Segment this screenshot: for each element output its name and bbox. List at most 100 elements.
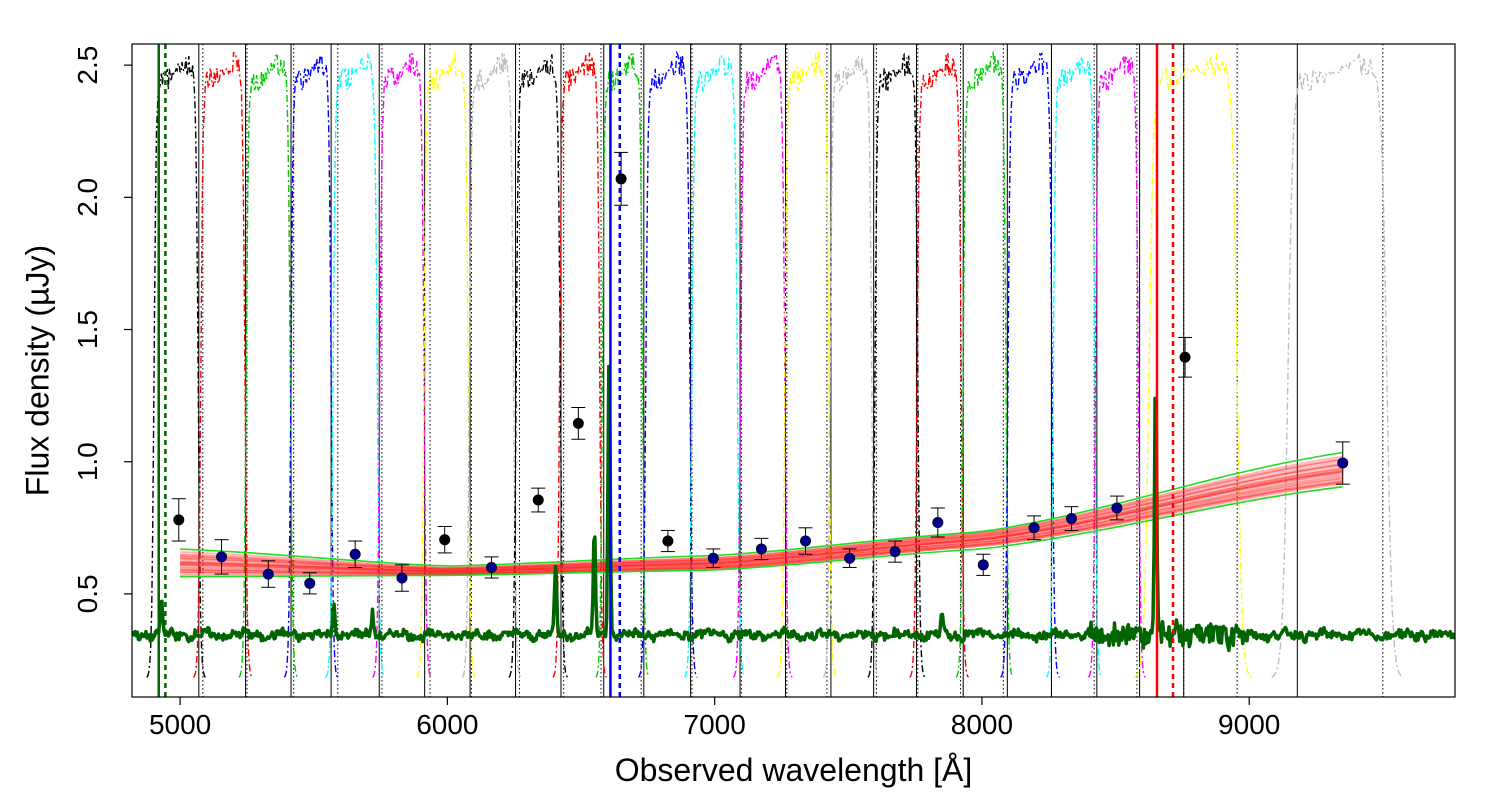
filter-curve	[461, 52, 522, 678]
observed-photometry-point	[1179, 351, 1191, 363]
fit-sample-curve	[180, 480, 1343, 575]
model-photometry-point	[396, 573, 407, 584]
fit-sample-curve	[180, 476, 1343, 574]
fit-sample-curve	[180, 471, 1343, 574]
fit-sample-curve	[180, 482, 1343, 575]
model-photometry-point	[978, 559, 989, 570]
model-photometry-point	[216, 551, 227, 562]
x-tick-label: 9000	[1218, 709, 1280, 740]
observed-photometry-point	[615, 173, 627, 185]
plot-frame	[131, 43, 1456, 698]
model-photometry-point	[756, 543, 767, 554]
fit-sample-curve	[180, 479, 1343, 576]
fit-sample-curve	[180, 474, 1343, 575]
y-tick-label: 1.5	[72, 310, 103, 349]
filter-curve	[732, 54, 793, 678]
filter-curve	[283, 55, 339, 678]
fit-sample-curve	[180, 475, 1343, 575]
fit-sample-curve	[180, 479, 1343, 575]
filter-curve	[192, 51, 253, 678]
fit-sample-curve	[180, 477, 1343, 573]
x-axis-title: Observed wavelength [Å]	[615, 752, 973, 788]
observed-photometry-point	[439, 534, 451, 546]
spectrum	[132, 364, 1455, 653]
fit-sample-curve	[180, 477, 1343, 574]
fit-sample-curve	[180, 477, 1343, 575]
fit-sample-curve	[180, 480, 1343, 575]
model-photometry-point	[1066, 513, 1077, 524]
axes: 5000 6000 7000 8000 9000 0.5 1.0 1.5 2.0 2.5	[72, 46, 1280, 740]
x-tick-label: 5000	[149, 709, 211, 740]
filter-curve	[1000, 52, 1060, 678]
model-photometry-point	[263, 569, 274, 580]
photometry-points	[171, 151, 1350, 595]
filter-curve	[325, 52, 386, 678]
fit-sample-curve	[180, 476, 1343, 574]
fit-sample-curve	[180, 481, 1343, 575]
fit-sample-curve	[180, 477, 1343, 573]
observed-photometry-point	[173, 514, 185, 526]
fit-sample-curve	[180, 485, 1343, 576]
fit-sample-curve	[180, 473, 1343, 573]
model-photometry-point	[304, 578, 315, 589]
y-axis-title: Flux density (µJy)	[19, 245, 55, 496]
fit-sample-curve	[180, 482, 1343, 575]
fit-sample-curve	[180, 475, 1343, 574]
filter-curve	[146, 55, 206, 678]
fit-sample-curve	[180, 474, 1343, 574]
filter-curve	[238, 54, 299, 678]
model-photometry-point	[708, 553, 719, 564]
filter-curves	[146, 50, 1404, 678]
fit-sample-curve	[180, 478, 1343, 575]
fit-sample-curve	[180, 477, 1343, 575]
fit-sample-curve	[180, 479, 1343, 575]
fit-sample-curve	[180, 486, 1343, 576]
fit-sample-curve	[180, 475, 1343, 574]
x-tick-label: 8000	[951, 709, 1013, 740]
fit-sample-curve	[180, 481, 1343, 575]
fit-sample-curve	[180, 480, 1343, 576]
fit-sample-curve	[180, 481, 1343, 576]
filter-curve	[595, 53, 650, 678]
model-photometry-point	[800, 536, 811, 547]
fit-sample-curve	[180, 474, 1343, 574]
model-photometry-point	[1111, 502, 1122, 513]
y-tick-label: 2.0	[72, 178, 103, 217]
model-photometry-point	[350, 549, 361, 560]
filter-curve	[1271, 52, 1404, 678]
fit-sample-curve	[180, 478, 1343, 575]
fit-sample-curve	[180, 480, 1343, 575]
observed-photometry-point	[572, 417, 584, 429]
spectrum-line	[132, 364, 1455, 653]
filter-curve	[1133, 54, 1253, 678]
model-photometry-point	[1337, 458, 1348, 469]
filter-curve	[909, 53, 970, 678]
fit-sample-curve	[180, 481, 1343, 575]
model-photometry-point	[1029, 522, 1040, 533]
observed-photometry-point	[662, 535, 674, 547]
model-photometry-point	[932, 517, 943, 528]
filter-curve	[822, 55, 880, 678]
filter-curve	[552, 52, 607, 678]
filter-curve	[867, 52, 926, 678]
fit-sample-curve	[180, 481, 1343, 575]
fit-sample-curve	[180, 478, 1343, 575]
x-tick-label: 7000	[684, 709, 746, 740]
filter-curve	[508, 54, 569, 678]
fit-sample-curve	[180, 477, 1343, 575]
y-tick-label: 2.5	[72, 46, 103, 85]
filter-curve	[1045, 56, 1103, 678]
model-photometry-point	[844, 553, 855, 564]
model-photometry-point	[486, 562, 497, 573]
filter-curve	[637, 50, 698, 678]
observed-photometry-point	[532, 494, 544, 506]
filter-curve	[955, 50, 1014, 678]
fit-sample-curve	[180, 479, 1343, 576]
filter-boundaries	[198, 44, 1384, 697]
filter-curve	[416, 52, 476, 678]
y-tick-label: 1.0	[72, 442, 103, 481]
y-tick-label: 0.5	[72, 574, 103, 613]
fit-sample-curve	[180, 481, 1343, 575]
